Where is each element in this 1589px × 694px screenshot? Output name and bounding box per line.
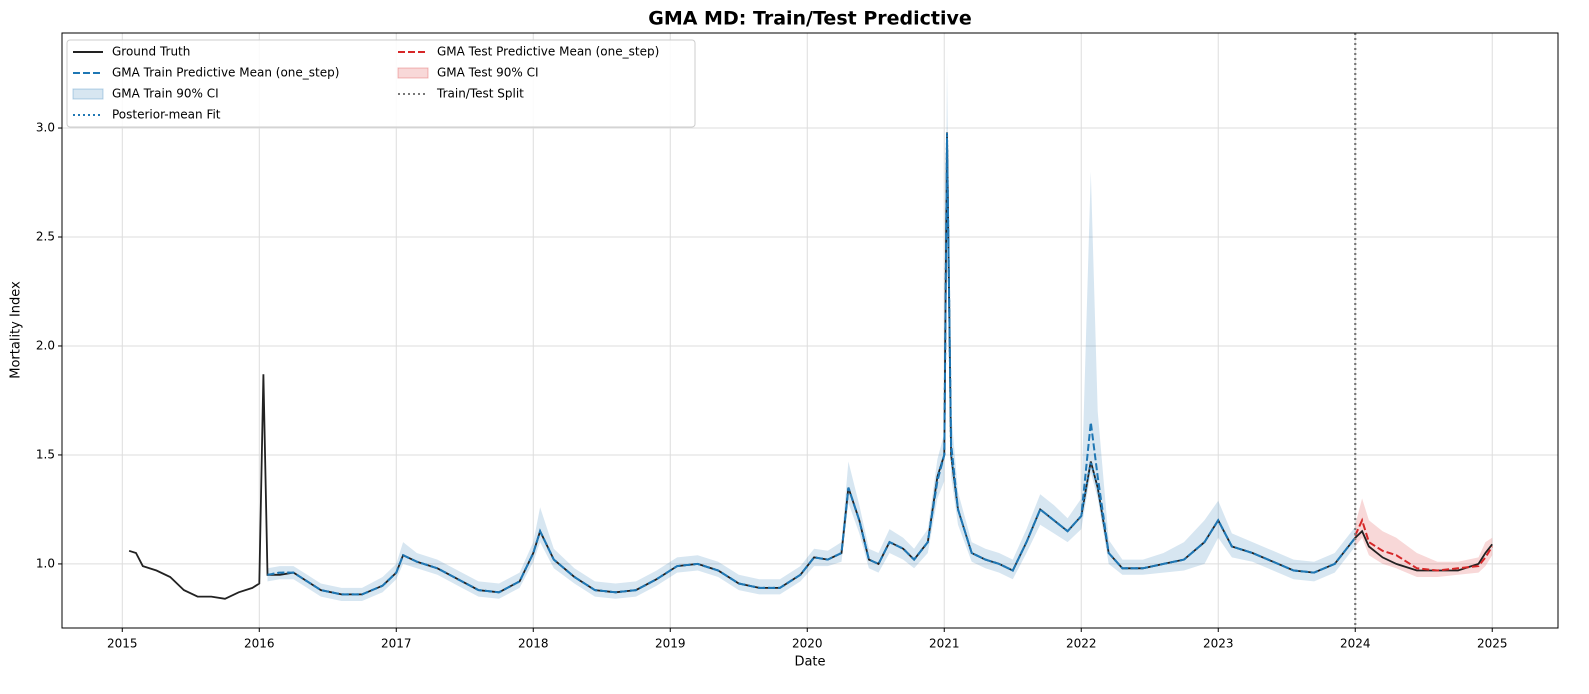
y-tick-label: 2.5 — [36, 230, 55, 244]
y-axis-label: Mortality Index — [9, 281, 24, 379]
legend-label: GMA Test Predictive Mean (one_step) — [437, 45, 659, 59]
series-line — [1354, 517, 1494, 572]
x-tick-label: 2025 — [1477, 637, 1508, 651]
legend: Ground Truth GMA Train Predictive Mean (o… — [66, 39, 696, 128]
y-tick-label: 1.5 — [36, 447, 55, 461]
x-tick-label: 2020 — [792, 637, 823, 651]
legend-label: GMA Train 90% CI — [112, 87, 219, 101]
plot-area — [128, 33, 1494, 628]
x-tick-label: 2019 — [655, 637, 686, 651]
legend-swatch — [72, 88, 104, 100]
legend-box — [66, 39, 696, 128]
x-tick-label: 2016 — [244, 637, 275, 651]
x-tick-label: 2018 — [518, 637, 549, 651]
x-tick-label: 2023 — [1203, 637, 1234, 651]
chart-title: GMA MD: Train/Test Predictive — [648, 8, 972, 30]
x-axis-label: Date — [794, 655, 825, 670]
ci-band — [1355, 498, 1493, 577]
x-tick-label: 2015 — [107, 637, 138, 651]
legend-label: Ground Truth — [112, 45, 190, 59]
x-tick-label: 2022 — [1066, 637, 1097, 651]
y-tick-label: 1.0 — [36, 556, 55, 570]
x-tick-label: 2024 — [1340, 637, 1371, 651]
x-tick-label: 2017 — [381, 637, 412, 651]
x-tick-label: 2021 — [929, 637, 960, 651]
y-tick-label: 3.0 — [36, 121, 55, 135]
legend-swatch — [397, 67, 429, 79]
grid — [62, 33, 1558, 628]
legend-label: Train/Test Split — [436, 87, 524, 101]
series-line — [267, 132, 1356, 596]
axes-frame — [61, 32, 1559, 629]
legend-label: GMA Train Predictive Mean (one_step) — [112, 66, 339, 80]
legend-label: Posterior-mean Fit — [112, 108, 221, 122]
legend-label: GMA Test 90% CI — [437, 66, 539, 80]
ci-band — [267, 62, 1356, 602]
y-tick-label: 2.0 — [36, 338, 55, 352]
ticks: 2015 2016 2017 2018 2019 2020 2021 2022 2023 2024… — [36, 121, 1508, 651]
